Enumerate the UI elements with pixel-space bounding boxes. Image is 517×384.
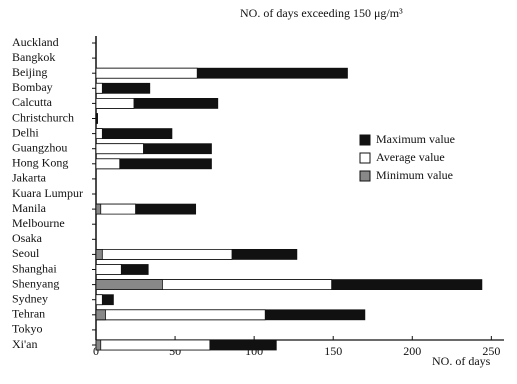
y-tick-label: Tehran bbox=[12, 307, 45, 321]
bar bbox=[95, 82, 151, 94]
y-tick-label: Guangzhou bbox=[12, 140, 67, 154]
x-tick-label: 0 bbox=[93, 344, 99, 358]
y-tick-label: Bombay bbox=[12, 80, 53, 94]
y-tick-label: Melbourne bbox=[12, 216, 65, 230]
y-tick-label: Kuara Lumpur bbox=[12, 186, 83, 200]
legend-swatch bbox=[359, 134, 371, 146]
bar bbox=[95, 264, 122, 275]
y-tick-label: Tokyo bbox=[12, 322, 43, 336]
legend-swatch bbox=[359, 170, 371, 182]
y-tick-label: Shanghai bbox=[12, 261, 57, 275]
bar bbox=[95, 82, 103, 94]
bar bbox=[95, 294, 103, 306]
y-tick-label: Hong Kong bbox=[12, 156, 68, 170]
bar bbox=[95, 128, 173, 140]
bar bbox=[95, 203, 102, 215]
x-tick-label: 250 bbox=[482, 344, 500, 358]
y-tick-label: Seoul bbox=[12, 246, 40, 260]
bar bbox=[95, 339, 102, 351]
bar bbox=[95, 309, 106, 321]
bar bbox=[95, 203, 136, 215]
bar bbox=[95, 248, 233, 260]
legend-label: Average value bbox=[376, 150, 445, 164]
bar bbox=[95, 143, 144, 155]
legend-swatch bbox=[359, 152, 371, 164]
bar bbox=[95, 113, 98, 124]
y-tick-label: Xi'an bbox=[12, 337, 38, 351]
bar bbox=[95, 309, 266, 321]
y-tick-label: Auckland bbox=[12, 35, 59, 49]
y-tick-label: Delhi bbox=[12, 125, 39, 139]
y-tick-label: Beijing bbox=[12, 65, 47, 79]
x-tick-label: 200 bbox=[403, 344, 421, 358]
bar bbox=[95, 128, 103, 140]
bar bbox=[95, 158, 121, 170]
y-tick-label: Shenyang bbox=[12, 276, 59, 290]
legend-label: Maximum value bbox=[376, 132, 455, 146]
y-tick-label: Jakarta bbox=[12, 171, 47, 185]
y-tick-label: Christchurch bbox=[12, 110, 74, 124]
legend-label: Minimum value bbox=[376, 168, 453, 182]
bar bbox=[95, 248, 103, 260]
x-tick-label: 150 bbox=[324, 344, 342, 358]
x-axis-label: NO. of days bbox=[432, 354, 491, 368]
bar bbox=[95, 98, 135, 109]
y-tick-label: Bangkok bbox=[12, 50, 55, 64]
y-tick-label: Osaka bbox=[12, 231, 43, 245]
y-tick-label: Calcutta bbox=[12, 95, 53, 109]
bar bbox=[95, 67, 198, 79]
bar bbox=[95, 339, 211, 351]
bar bbox=[95, 279, 163, 291]
y-tick-label: Manila bbox=[12, 201, 47, 215]
y-tick-label: Sydney bbox=[12, 291, 48, 305]
chart-title: NO. of days exceeding 150 μg/m³ bbox=[240, 6, 403, 20]
